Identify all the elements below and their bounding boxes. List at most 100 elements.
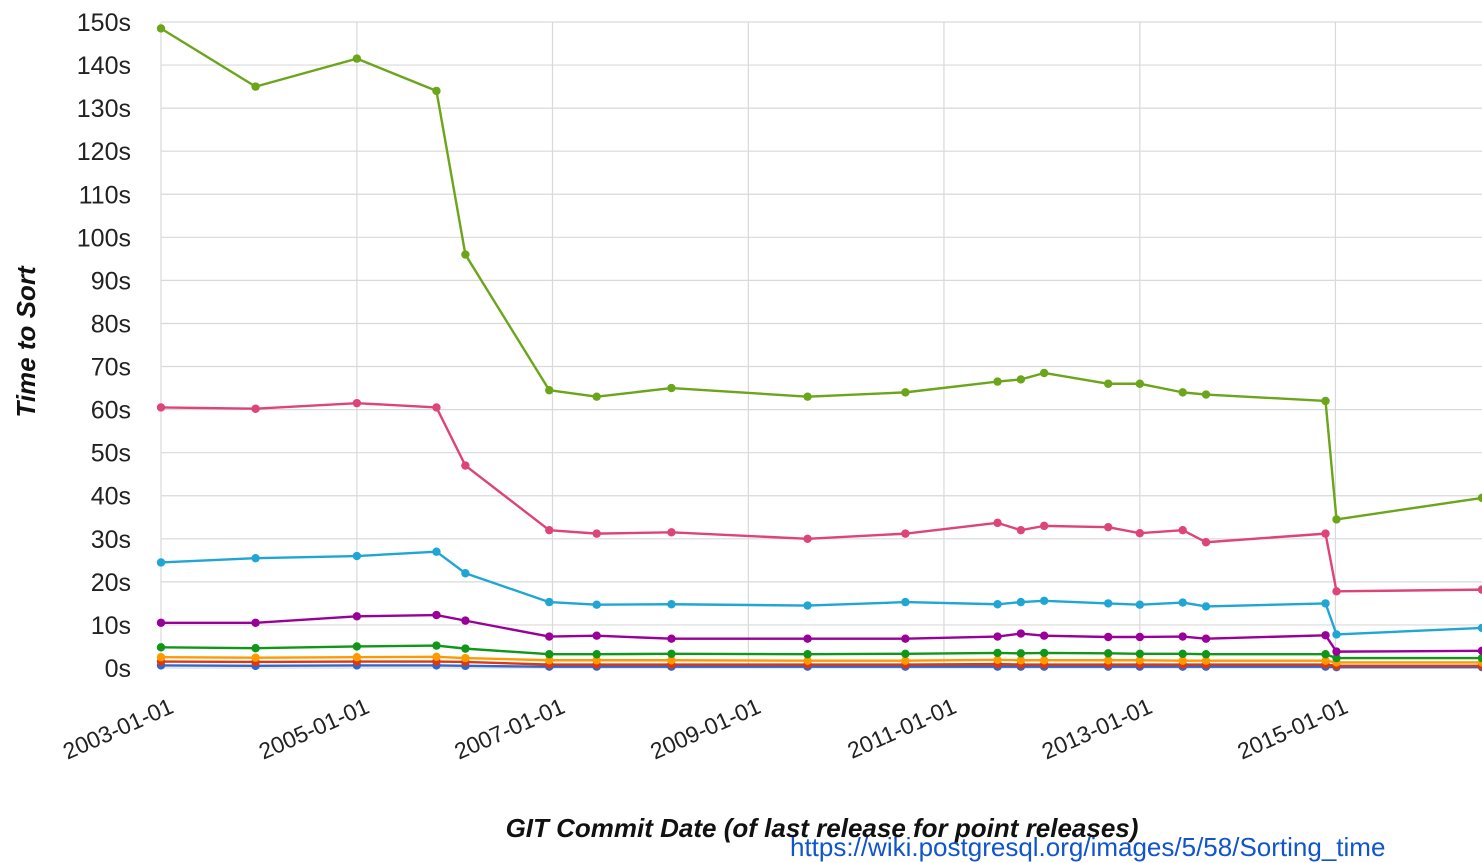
data-point	[592, 631, 601, 640]
data-point	[592, 392, 601, 401]
data-point	[1104, 656, 1113, 665]
data-point	[1039, 656, 1049, 665]
data-point	[1178, 649, 1187, 658]
data-point	[352, 642, 362, 651]
data-point	[901, 388, 910, 397]
series	[156, 641, 1482, 663]
data-point	[1321, 656, 1330, 665]
data-point	[1477, 493, 1482, 503]
data-point	[667, 649, 676, 658]
data-point	[1321, 650, 1330, 659]
data-point	[1332, 653, 1341, 663]
y-axis-title: Time to Sort	[11, 265, 41, 418]
data-point	[1201, 390, 1211, 399]
data-point	[545, 650, 554, 659]
data-point	[1332, 587, 1341, 596]
data-point	[1104, 649, 1113, 658]
series	[156, 24, 1482, 524]
data-point	[156, 403, 166, 412]
data-point	[545, 386, 554, 395]
data-point	[1016, 375, 1026, 384]
series-line	[160, 550, 1482, 636]
data-point	[432, 403, 441, 412]
data-point	[667, 383, 676, 393]
y-tick-label: 80s	[91, 310, 131, 338]
y-tick-label: 140s	[77, 52, 131, 80]
y-tick-label: 120s	[77, 138, 131, 166]
data-point	[667, 528, 676, 537]
data-point	[592, 600, 601, 609]
data-point	[803, 601, 812, 610]
data-point	[461, 250, 470, 259]
data-point	[1039, 521, 1049, 531]
data-point	[251, 618, 260, 627]
data-point	[156, 653, 166, 662]
y-tick-label: 130s	[77, 95, 131, 123]
data-point	[1039, 368, 1049, 378]
data-point	[1477, 585, 1482, 594]
data-point	[1201, 656, 1211, 665]
series	[156, 398, 1482, 596]
series-group	[156, 24, 1482, 672]
data-point	[993, 377, 1002, 386]
data-point	[1178, 632, 1187, 641]
y-tick-label: 100s	[77, 224, 131, 252]
data-point	[1039, 596, 1049, 606]
data-point	[1016, 629, 1026, 638]
y-tick-label: 70s	[91, 354, 131, 382]
y-tick-label: 110s	[79, 181, 131, 209]
data-point	[545, 525, 554, 535]
line-chart: 0s 10s 20s 30s 40s 50s 60s 70s 80s 90s 100s 110s 120…	[11, 9, 1482, 843]
y-tick-label: 10s	[91, 612, 131, 640]
data-point	[545, 597, 554, 607]
series	[156, 547, 1482, 639]
data-point	[1135, 656, 1145, 665]
data-point	[1332, 647, 1341, 656]
data-point	[1477, 653, 1482, 663]
data-point	[461, 653, 470, 663]
data-point	[1039, 631, 1049, 640]
data-point	[1016, 597, 1026, 607]
data-point	[1135, 632, 1145, 642]
y-axis-ticks: 0s 10s 20s 30s 40s 50s 60s 70s 80s 90s 100s 110s 120…	[77, 9, 131, 683]
data-point	[1201, 602, 1211, 611]
data-point	[993, 518, 1002, 528]
data-point	[1039, 648, 1049, 658]
data-point	[1135, 379, 1145, 388]
data-point	[1104, 599, 1113, 608]
data-point	[251, 404, 260, 413]
data-point	[1135, 600, 1145, 609]
y-tick-label: 150s	[77, 9, 131, 37]
data-point	[993, 655, 1002, 665]
y-tick-label: 0s	[105, 655, 131, 683]
data-point	[993, 600, 1002, 609]
data-point	[545, 656, 554, 665]
series	[156, 610, 1482, 656]
data-point	[901, 656, 910, 665]
x-tick-label: 2005-01-01	[255, 693, 373, 765]
data-point	[1477, 646, 1482, 655]
data-point	[432, 86, 441, 96]
data-point	[592, 650, 601, 659]
data-point	[1135, 529, 1145, 538]
data-point	[352, 54, 362, 63]
data-point	[1321, 396, 1330, 406]
data-point	[1321, 599, 1330, 608]
x-tick-label: 2013-01-01	[1038, 693, 1156, 765]
x-tick-label: 2009-01-01	[646, 693, 764, 765]
source-link[interactable]: https://wiki.postgresql.org/images/5/58/…	[790, 832, 1386, 862]
grid	[160, 21, 1482, 669]
data-point	[901, 634, 910, 643]
data-point	[461, 569, 470, 578]
data-point	[1016, 525, 1026, 535]
data-point	[1321, 631, 1330, 640]
data-point	[1178, 656, 1187, 665]
data-point	[156, 618, 166, 627]
data-point	[592, 656, 601, 665]
data-point	[1178, 525, 1187, 535]
data-point	[901, 529, 910, 538]
data-point	[667, 600, 676, 609]
data-point	[993, 632, 1002, 641]
data-point	[592, 529, 601, 538]
data-point	[803, 656, 812, 665]
